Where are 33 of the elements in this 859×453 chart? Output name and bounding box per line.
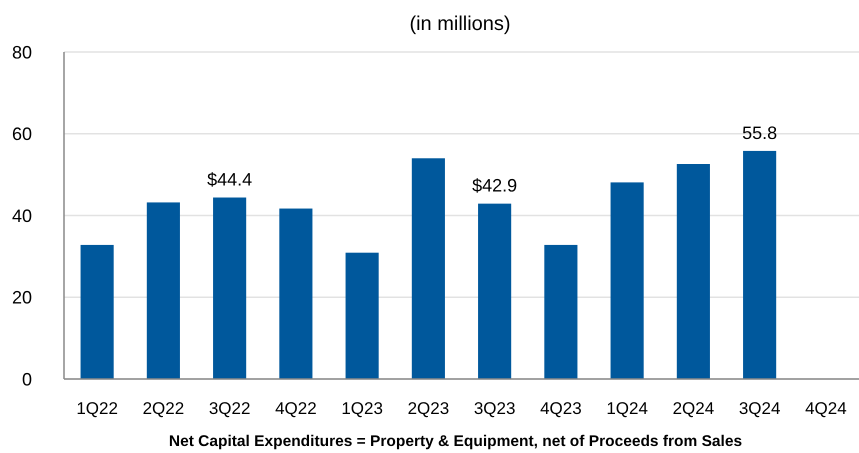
bar: [346, 252, 379, 379]
bar: [80, 244, 114, 379]
bar: [412, 158, 445, 379]
x-tick-label: 1Q22: [76, 399, 118, 418]
bar: [544, 244, 578, 379]
y-tick-label: 40: [12, 206, 32, 226]
x-tick-label: 3Q23: [474, 399, 516, 418]
data-label: $42.9: [472, 176, 518, 196]
bar: [213, 198, 246, 379]
bar: [279, 208, 312, 379]
bar: [610, 182, 644, 379]
bar: [146, 202, 180, 379]
data-label: 55.8: [742, 122, 778, 143]
y-tick-label: 0: [22, 369, 32, 390]
x-tick-label: 4Q22: [275, 399, 317, 418]
x-tick-label: 2Q24: [672, 399, 714, 418]
x-tick-label: 3Q24: [738, 399, 780, 418]
text: Net Capital Expenditures = Property & Equipment, net of Proceeds from Sales: [168, 433, 742, 450]
x-tick-label: 4Q24: [805, 399, 847, 418]
data-label: $44.4: [207, 170, 252, 190]
bar: [743, 150, 776, 379]
x-tick-label: 2Q23: [408, 399, 450, 418]
x-tick-label: 1Q23: [341, 399, 383, 418]
chart-subtitle: (in millions): [409, 13, 511, 35]
x-tick-label: 4Q23: [540, 399, 582, 418]
x-tick-label: 1Q24: [606, 399, 648, 418]
x-tick-label: 2Q22: [142, 399, 184, 418]
bar: [478, 204, 512, 379]
y-tick-label: 20: [12, 288, 32, 308]
y-tick-label: 80: [12, 42, 32, 62]
x-tick-label: 3Q22: [208, 399, 250, 418]
y-tick-label: 60: [12, 124, 32, 144]
bar: [676, 164, 710, 379]
